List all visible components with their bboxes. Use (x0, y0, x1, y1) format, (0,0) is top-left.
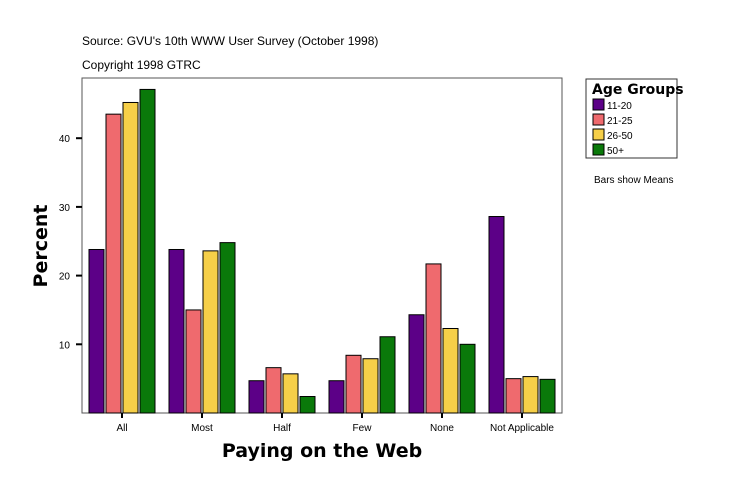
legend-label: 21-25 (607, 116, 633, 127)
x-tick-label: Half (273, 423, 291, 434)
bar-50+-Not Applicable (539, 378, 556, 414)
legend-swatch (592, 128, 605, 141)
bar-21-25-Few (345, 354, 362, 414)
y-axis: 10 20 30 40 (59, 134, 82, 351)
legend-swatch (592, 143, 605, 156)
x-tick-label: None (430, 423, 454, 434)
legend-title: Age Groups (592, 82, 684, 98)
legend: Age Groups 11-20 21-25 26-50 50+ (585, 78, 684, 159)
legend-items: 11-20 21-25 26-50 50+ (592, 98, 633, 157)
bar-26-50-Few (362, 358, 379, 414)
bar-26-50-Most (202, 250, 219, 414)
y-tick-label: 40 (59, 134, 71, 145)
legend-label: 11-20 (607, 101, 632, 112)
bar-21-25-Not Applicable (505, 378, 522, 414)
x-tick-label: Not Applicable (490, 423, 554, 434)
bar-26-50-None (442, 327, 459, 414)
y-axis-label: Percent (30, 205, 52, 288)
legend-swatch (592, 98, 605, 111)
x-tick-label: Few (353, 423, 373, 434)
x-axis-label: Paying on the Web (222, 440, 422, 462)
source-note: Source: GVU's 10th WWW User Survey (Octo… (82, 34, 378, 48)
bar-11-20-Half (248, 380, 265, 414)
bar-21-25-Half (265, 367, 282, 414)
bar-11-20-Not Applicable (488, 216, 505, 414)
x-tick-label: All (116, 423, 127, 434)
copyright-note: Copyright 1998 GTRC (82, 58, 201, 72)
bar-26-50-All (122, 101, 139, 414)
bar-26-50-Not Applicable (522, 376, 539, 414)
y-tick-label: 30 (59, 203, 71, 214)
bar-50+-Most (219, 242, 236, 414)
y-tick-label: 20 (59, 272, 71, 283)
bar-26-50-Half (282, 373, 299, 414)
bar-50+-Few (379, 336, 396, 414)
bar-21-25-All (105, 113, 122, 414)
legend-label: 50+ (607, 146, 624, 157)
footnote: Bars show Means (594, 175, 673, 186)
bar-11-20-Most (168, 248, 185, 414)
legend-swatch (592, 113, 605, 126)
bar-50+-None (459, 343, 476, 414)
bar-21-25-None (425, 263, 442, 414)
bar-50+-All (139, 88, 156, 414)
plot-frame (81, 77, 563, 414)
bar-11-20-Few (328, 380, 345, 414)
bars-group (88, 88, 556, 414)
bar-21-25-Most (185, 309, 202, 414)
bar-50+-Half (299, 396, 316, 414)
bar-11-20-None (408, 314, 425, 414)
bar-11-20-All (88, 248, 105, 414)
x-tick-label: Most (191, 423, 213, 434)
y-tick-label: 10 (59, 340, 71, 351)
legend-label: 26-50 (607, 131, 633, 142)
x-axis: All Most Half Few None Not Applicable (116, 413, 554, 434)
